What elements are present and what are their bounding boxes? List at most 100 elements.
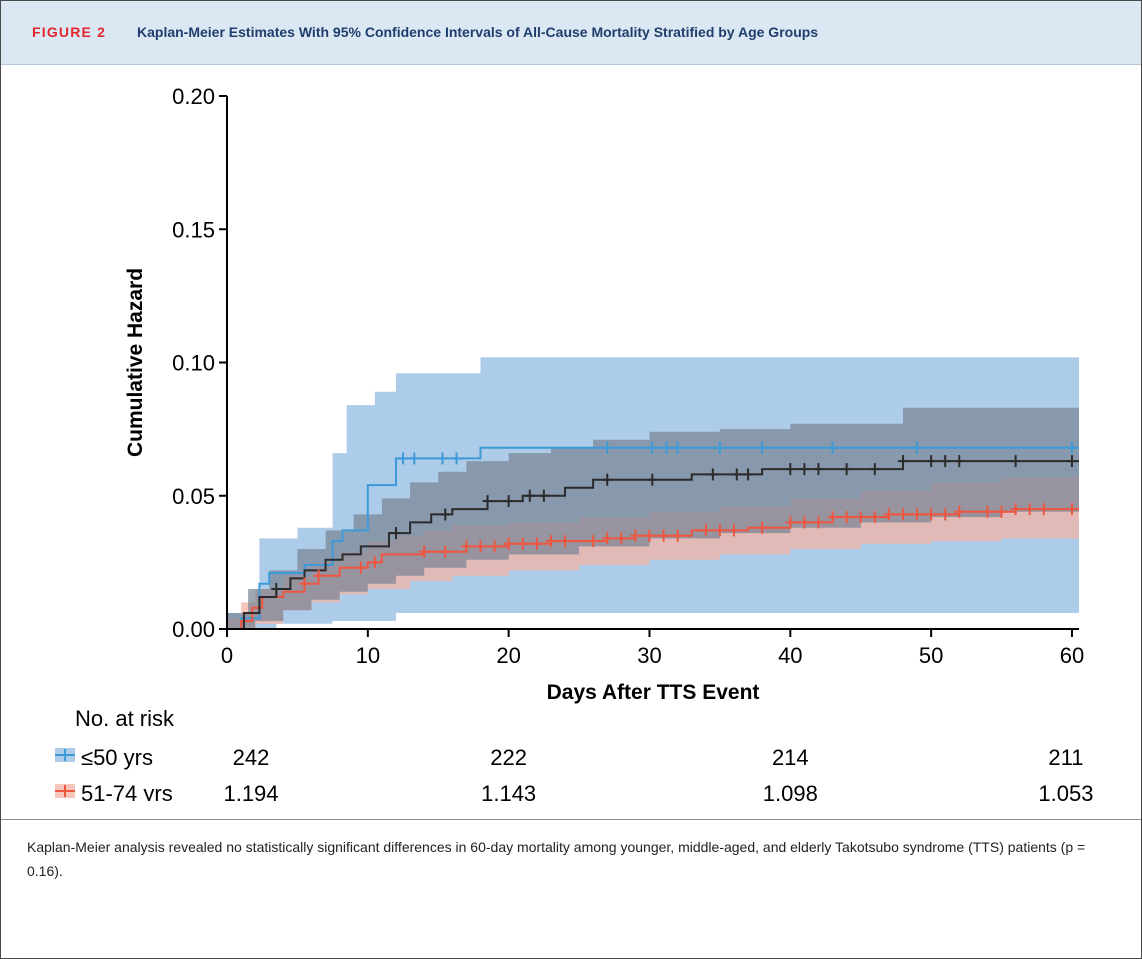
censor-mark [355, 561, 366, 574]
censor-mark [1024, 503, 1035, 516]
censor-marks [271, 441, 1077, 596]
censor-mark [926, 508, 937, 521]
censor-mark [1010, 503, 1021, 516]
risk-row-label: 51-74 yrs [81, 781, 173, 801]
x-tick-label: 40 [778, 643, 802, 668]
legend-swatch [55, 784, 75, 798]
chart-axes: 0.00 0.05 0.10 0.15 0.20 0 10 20 30 40 50 60 Days Af… [124, 84, 1084, 704]
censor-mark [912, 508, 923, 521]
y-tick-label: 0.10 [172, 351, 215, 376]
censor-mark [731, 468, 742, 481]
censor-mark [482, 495, 493, 508]
y-tick-label: 0.20 [172, 84, 215, 109]
x-tick-label: 30 [637, 643, 661, 668]
censor-mark [714, 524, 725, 537]
censor-mark [982, 505, 993, 518]
x-tick-label: 20 [496, 643, 520, 668]
km-chart: 0.00 0.05 0.10 0.15 0.20 0 10 20 30 40 50 60 Days Af… [55, 84, 1093, 801]
figure-title: Kaplan-Meier Estimates With 95% Confiden… [137, 24, 819, 40]
censor-mark [897, 455, 908, 468]
y-tick-label: 0.00 [172, 617, 215, 642]
footer-divider [1, 819, 1141, 820]
censor-mark [855, 511, 866, 524]
censor-mark [647, 441, 658, 454]
censor-mark [743, 468, 754, 481]
censor-mark [451, 452, 462, 465]
censor-mark [897, 508, 908, 521]
censor-mark [545, 535, 556, 548]
censor-mark [390, 527, 401, 540]
confidence-bands [227, 357, 1079, 629]
censor-mark [841, 511, 852, 524]
censor-mark [369, 556, 380, 569]
x-tick-label: 0 [221, 643, 233, 668]
x-tick-label: 50 [919, 643, 943, 668]
risk-row-label: ≤50 yrs [81, 745, 153, 770]
censor-mark [757, 521, 768, 534]
censor-mark [926, 455, 937, 468]
censor-mark [647, 473, 658, 486]
x-tick-label: 60 [1060, 643, 1084, 668]
x-axis-label: Days After TTS Event [547, 681, 760, 704]
censor-mark [602, 441, 613, 454]
risk-row: ≤50 yrs 242 222 214 211 [55, 745, 1083, 770]
risk-count: 222 [490, 745, 527, 770]
risk-count: 1,143 [481, 781, 536, 801]
censor-mark [1066, 441, 1077, 454]
risk-table: No. at risk ≤50 yrs 242 222 214 211 51-74 yrs 1… [55, 706, 1093, 801]
censor-mark [940, 508, 951, 521]
censor-mark [437, 452, 448, 465]
censor-mark [517, 537, 528, 550]
censor-mark [869, 511, 880, 524]
censor-mark [996, 505, 1007, 518]
censor-mark [799, 516, 810, 529]
legend-swatch [55, 748, 75, 762]
censor-mark [757, 441, 768, 454]
censor-mark [1066, 503, 1077, 516]
censor-mark [813, 463, 824, 476]
censor-mark [813, 516, 824, 529]
censor-mark [461, 540, 472, 553]
censor-mark [409, 452, 420, 465]
censor-mark [700, 524, 711, 537]
censor-mark [785, 516, 796, 529]
risk-row: 51-74 yrs 1,194 1,143 1,098 1,053 [55, 781, 1093, 801]
censor-mark [827, 511, 838, 524]
censor-mark [954, 505, 965, 518]
censor-mark [827, 441, 838, 454]
censor-mark [940, 455, 951, 468]
risk-count: 242 [233, 745, 270, 770]
censor-mark [785, 463, 796, 476]
censor-mark [398, 452, 409, 465]
risk-count: 1,194 [223, 781, 278, 801]
y-axis-label: Cumulative Hazard [124, 268, 147, 457]
censor-mark [503, 537, 514, 550]
figure-label: FIGURE 2 [32, 24, 107, 40]
censor-mark [531, 537, 542, 550]
risk-table-title: No. at risk [75, 706, 175, 731]
censor-mark [299, 577, 310, 590]
censor-mark [661, 441, 672, 454]
censor-mark [602, 532, 613, 545]
censor-mark [630, 529, 641, 542]
figure-caption: Kaplan-Meier analysis revealed no statis… [27, 839, 1086, 879]
censor-mark [503, 495, 514, 508]
risk-count: 1,098 [763, 781, 818, 801]
risk-count: 1,053 [1038, 781, 1093, 801]
censor-mark [489, 540, 500, 553]
risk-count: 214 [772, 745, 809, 770]
censor-mark [841, 463, 852, 476]
censor-mark [644, 529, 655, 542]
censor-mark [658, 529, 669, 542]
censor-mark [440, 545, 451, 558]
censor-mark [883, 508, 894, 521]
censor-mark [616, 532, 627, 545]
censor-mark [672, 529, 683, 542]
censor-mark [271, 583, 282, 596]
censor-mark [419, 545, 430, 558]
censor-mark [475, 540, 486, 553]
censor-mark [602, 473, 613, 486]
censor-mark [954, 455, 965, 468]
figure-header: FIGURE 2 Kaplan-Meier Estimates With 95%… [1, 1, 1141, 65]
